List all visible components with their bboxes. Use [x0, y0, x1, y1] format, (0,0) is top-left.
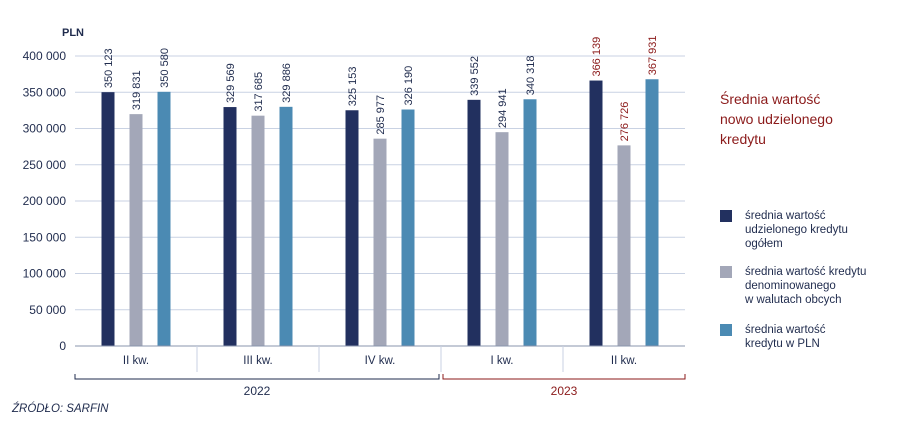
bar [279, 106, 293, 347]
year-bracket [442, 374, 686, 380]
data-label: 350 123 [103, 48, 115, 88]
bar [523, 99, 537, 347]
y-axis-ticks: 0 50 000 100 000 150 000 200 000 250 000 300 0… [23, 49, 67, 353]
legend-swatch [720, 210, 732, 222]
bar [157, 91, 171, 346]
legend-entry-line: średnia wartość [745, 210, 826, 222]
bar [373, 138, 387, 346]
x-axis: II kw. III kw. IV kw. I kw. II kw. 2022 2023 [74, 345, 686, 398]
legend-entry-line: udzielonego kredytu [745, 224, 848, 236]
year-bracket [74, 374, 440, 380]
y-axis-unit: PLN [62, 27, 84, 39]
data-label: 285 977 [375, 95, 387, 135]
x-tick-label: II kw. [611, 355, 637, 367]
legend-title-line: Średnia wartość [720, 90, 820, 107]
legend-title-line: kredytu [720, 131, 766, 147]
x-tick-label: I kw. [490, 355, 513, 367]
data-label: 325 153 [347, 66, 359, 106]
x-tick-label: III kw. [243, 355, 272, 367]
y-tick-label: 50 000 [29, 303, 66, 317]
data-label: 367 931 [647, 35, 659, 75]
data-label: 366 139 [591, 37, 603, 77]
bar [129, 114, 143, 346]
source-note: ŹRÓDŁO: SARFIN [11, 402, 109, 415]
x-tick-label: II kw. [123, 355, 149, 367]
data-label: 317 685 [253, 72, 265, 112]
data-label: 276 726 [619, 102, 631, 142]
legend-entry-line: kredytu w PLN [745, 338, 820, 350]
legend-entry-line: średnia wartość kredytu [745, 266, 866, 278]
legend-entry-line: denominowanego [745, 280, 836, 292]
bars [101, 79, 659, 347]
data-label: 329 886 [281, 63, 293, 103]
bar [495, 132, 509, 346]
x-tick-label: IV kw. [365, 355, 396, 367]
bar [589, 80, 603, 346]
bar [617, 145, 631, 346]
bar [401, 109, 415, 346]
y-tick-label: 200 000 [23, 194, 67, 208]
y-tick-label: 350 000 [23, 85, 67, 99]
y-tick-label: 250 000 [23, 158, 67, 172]
legend-entry: średnia wartość kredytu denominowanego w w… [744, 266, 866, 306]
legend-swatch [720, 266, 732, 278]
data-label: 319 831 [131, 70, 143, 110]
bar [345, 110, 359, 347]
legend: Średnia wartość nowo udzielonego kredytu śr… [720, 90, 866, 350]
legend-entry-line: średnia wartość [745, 324, 826, 336]
bar [645, 79, 659, 346]
data-label: 340 318 [525, 56, 537, 96]
data-label: 294 941 [497, 88, 509, 128]
bar [251, 115, 265, 346]
bar [223, 107, 237, 347]
legend-swatch [720, 324, 732, 336]
bar [101, 92, 115, 346]
legend-entry: średnia wartość kredytu w PLN [745, 324, 826, 350]
y-tick-label: 0 [59, 339, 66, 353]
year-label: 2022 [244, 384, 271, 398]
data-label: 339 552 [469, 56, 481, 96]
data-label: 329 569 [225, 63, 237, 103]
data-label: 326 190 [403, 66, 415, 106]
y-tick-label: 400 000 [23, 49, 67, 63]
data-label: 350 580 [159, 48, 171, 88]
y-tick-label: 150 000 [23, 230, 67, 244]
year-label: 2023 [551, 384, 578, 398]
legend-entry-line: ogółem [745, 238, 783, 250]
legend-title: Średnia wartość nowo udzielonego kredytu [720, 90, 833, 147]
y-tick-label: 300 000 [23, 122, 67, 136]
legend-entry-line: w walutach obcych [744, 294, 842, 306]
data-labels: 350 123 329 569 325 153 339 552 366 139 319 8… [103, 35, 659, 141]
bar [467, 99, 481, 346]
legend-entry: średnia wartość udzielonego kredytu ogółem [745, 210, 848, 250]
y-tick-label: 100 000 [23, 267, 67, 281]
legend-title-line: nowo udzielonego [720, 111, 833, 127]
